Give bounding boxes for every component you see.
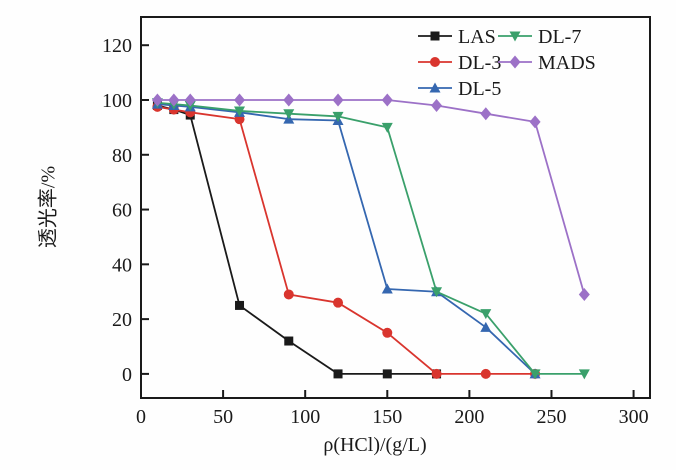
legend-marker-LAS [430,31,440,41]
series-marker-DL-7 [381,122,393,133]
series-marker-MADS [184,93,196,107]
legend-marker-DL-7 [509,31,521,42]
y-tick-label-0: 0 [122,364,132,386]
y-tick-label-40: 40 [112,254,132,276]
series-marker-MADS [431,98,443,112]
y-tick-label-80: 80 [112,145,132,167]
x-tick-label-50: 50 [213,406,233,428]
series-marker-DL-3 [480,368,491,379]
y-tick-label-100: 100 [102,90,132,112]
series-marker-DL-3 [333,297,344,308]
series-marker-LAS [284,336,294,346]
x-tick-label-250: 250 [536,406,566,428]
series-marker-DL-3 [283,289,294,300]
series-marker-MADS [578,287,590,301]
x-tick-label-0: 0 [136,406,146,428]
legend-marker-DL-5 [429,82,441,93]
series-line-DL-5 [157,103,536,375]
y-tick-label-20: 20 [112,309,132,331]
legend-label-DL-5: DL-5 [458,78,501,100]
series-marker-MADS [234,93,246,107]
series-marker-MADS [151,93,163,107]
series-marker-MADS [332,93,344,107]
legend-label-MADS: MADS [538,52,596,74]
series-marker-LAS [235,300,245,310]
series-marker-DL-5 [381,283,393,294]
series-marker-DL-7 [431,287,443,298]
series-marker-DL-7 [332,111,344,122]
series-line-MADS [157,99,586,295]
series-marker-MADS [283,93,295,107]
x-axis-label: ρ(HCl)/(g/L) [323,434,427,456]
x-tick-label-150: 150 [372,406,402,428]
series-marker-LAS [382,369,392,379]
legend-marker-DL-3 [430,57,440,67]
x-tick-label-300: 300 [619,406,649,428]
series-line-DL-3 [157,105,536,375]
y-tick-label-120: 120 [102,35,132,57]
series-marker-DL-5 [480,321,492,332]
series-marker-DL-7 [283,109,295,120]
series-marker-DL-7 [578,369,590,380]
y-tick-label-60: 60 [112,200,132,222]
series-line-LAS [157,104,437,375]
series-marker-MADS [529,115,541,129]
series-marker-DL-7 [480,309,492,320]
y-axis-label: 透光率/% [37,165,60,249]
series-marker-DL-3 [382,327,393,338]
series-marker-LAS [333,369,343,379]
series-marker-MADS [480,107,492,121]
series-marker-MADS [381,93,393,107]
legend-marker-MADS [509,55,521,69]
series-marker-DL-3 [431,368,442,379]
legend-label-LAS: LAS [458,26,496,48]
legend-label-DL-3: DL-3 [458,52,501,74]
series-marker-DL-7 [234,106,246,117]
series-marker-DL-7 [529,369,541,380]
series-marker-MADS [168,93,180,107]
x-tick-label-200: 200 [454,406,484,428]
x-tick-label-100: 100 [290,406,320,428]
legend-label-DL-7: DL-7 [538,26,581,48]
plot-frame [140,16,651,399]
